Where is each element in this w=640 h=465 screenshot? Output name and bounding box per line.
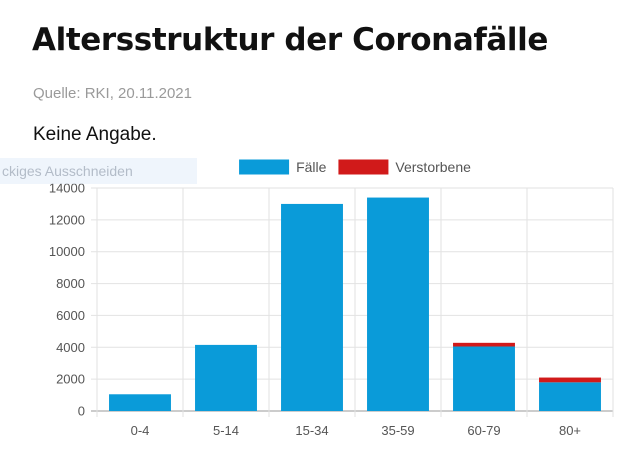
bar-faelle [195,344,257,411]
grid-lines [91,187,614,417]
note-text: Keine Angabe. [33,124,157,145]
bar-verstorbene [453,342,515,347]
page-title: Altersstruktur der Coronafälle [32,22,549,58]
legend-swatch [338,159,389,175]
x-tick-label: 5-14 [213,423,239,438]
bars [109,197,601,411]
legend: Fälle Verstorbene [239,159,471,175]
legend-swatch [239,159,290,175]
y-tick-label: 10000 [49,244,85,259]
y-tick-label: 4000 [56,340,85,355]
y-tick-label: 6000 [56,308,85,323]
bar-faelle [539,382,601,411]
x-tick-label: 80+ [559,423,581,438]
y-axis: 0 2000 4000 6000 8000 10000 12000 14000 [49,181,85,419]
y-tick-label: 8000 [56,276,85,291]
snipping-overlay: ckiges Ausschneiden [0,158,197,184]
y-tick-label: 2000 [56,372,85,387]
bar-verstorbene [539,377,601,383]
x-tick-label: 15-34 [295,423,328,438]
x-tick-label: 35-59 [381,423,414,438]
bar-faelle [453,346,515,411]
y-tick-label: 0 [78,404,85,419]
legend-label: Fälle [296,159,327,175]
y-tick-label: 12000 [49,212,85,227]
bar-faelle [281,203,343,411]
legend-label: Verstorbene [395,159,471,175]
bar-faelle [367,197,429,411]
x-axis: 0-4 5-14 15-34 35-59 60-79 80+ [131,423,581,438]
bar-faelle [109,394,171,411]
x-tick-label: 0-4 [131,423,150,438]
y-tick-label: 14000 [49,181,85,196]
x-tick-label: 60-79 [467,423,500,438]
source-line: Quelle: RKI, 20.11.2021 [33,85,192,102]
